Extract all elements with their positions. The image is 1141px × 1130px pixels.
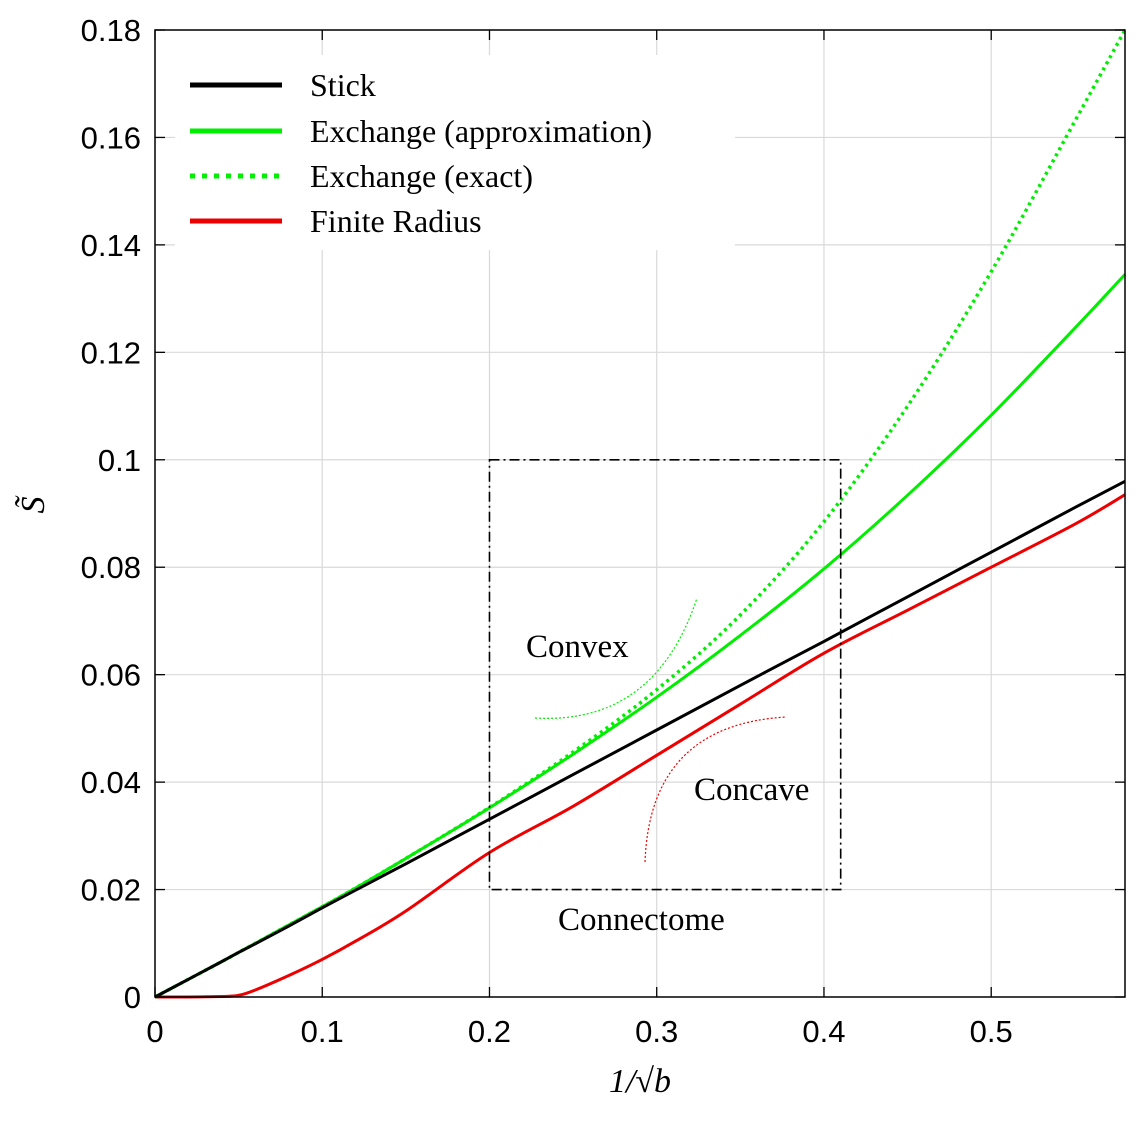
ticks: 0 0.1 0.2 0.3 0.4 0.5 0 0.02 0.04 0.06 0.08 0.1 0.12… [81,13,1125,1049]
y-tick-label: 0 [124,980,141,1015]
x-tick-label: 0.3 [635,1014,678,1049]
annotations: Convex Concave Connectome [488,458,842,938]
legend: Stick Exchange (approximation) Exchange … [175,55,735,250]
concave-arc [644,716,787,863]
legend-label-exchange-approx: Exchange (approximation) [310,113,652,149]
concave-label: Concave [694,772,809,808]
plot-frame [154,29,1126,998]
connectome-box [488,458,842,891]
y-tick-label: 0.18 [81,13,141,48]
y-tick-label: 0.14 [81,228,141,263]
x-tick-label: 0 [146,1014,163,1049]
convex-label: Convex [526,629,629,665]
x-tick-label: 0.2 [468,1014,511,1049]
y-tick-label: 0.16 [81,120,141,155]
y-tick-label: 0.1 [98,443,141,478]
legend-label-exchange-exact: Exchange (exact) [310,158,533,194]
x-tick-label: 0.1 [301,1014,344,1049]
y-tick-label: 0.04 [81,765,141,800]
legend-label-finite-radius: Finite Radius [310,203,482,239]
y-axis-label: S̃ [14,495,52,513]
convex-arc [534,597,698,719]
x-axis-label: 1/√b [609,1063,671,1100]
connectome-label: Connectome [558,902,725,938]
y-tick-label: 0.02 [81,873,141,908]
y-tick-label: 0.08 [81,550,141,585]
y-tick-label: 0.12 [81,335,141,370]
x-tick-label: 0.4 [802,1014,845,1049]
x-tick-label: 0.5 [970,1014,1013,1049]
legend-label-stick: Stick [310,67,376,103]
y-tick-label: 0.06 [81,658,141,693]
series-line-exchange-approximation [154,273,1127,999]
